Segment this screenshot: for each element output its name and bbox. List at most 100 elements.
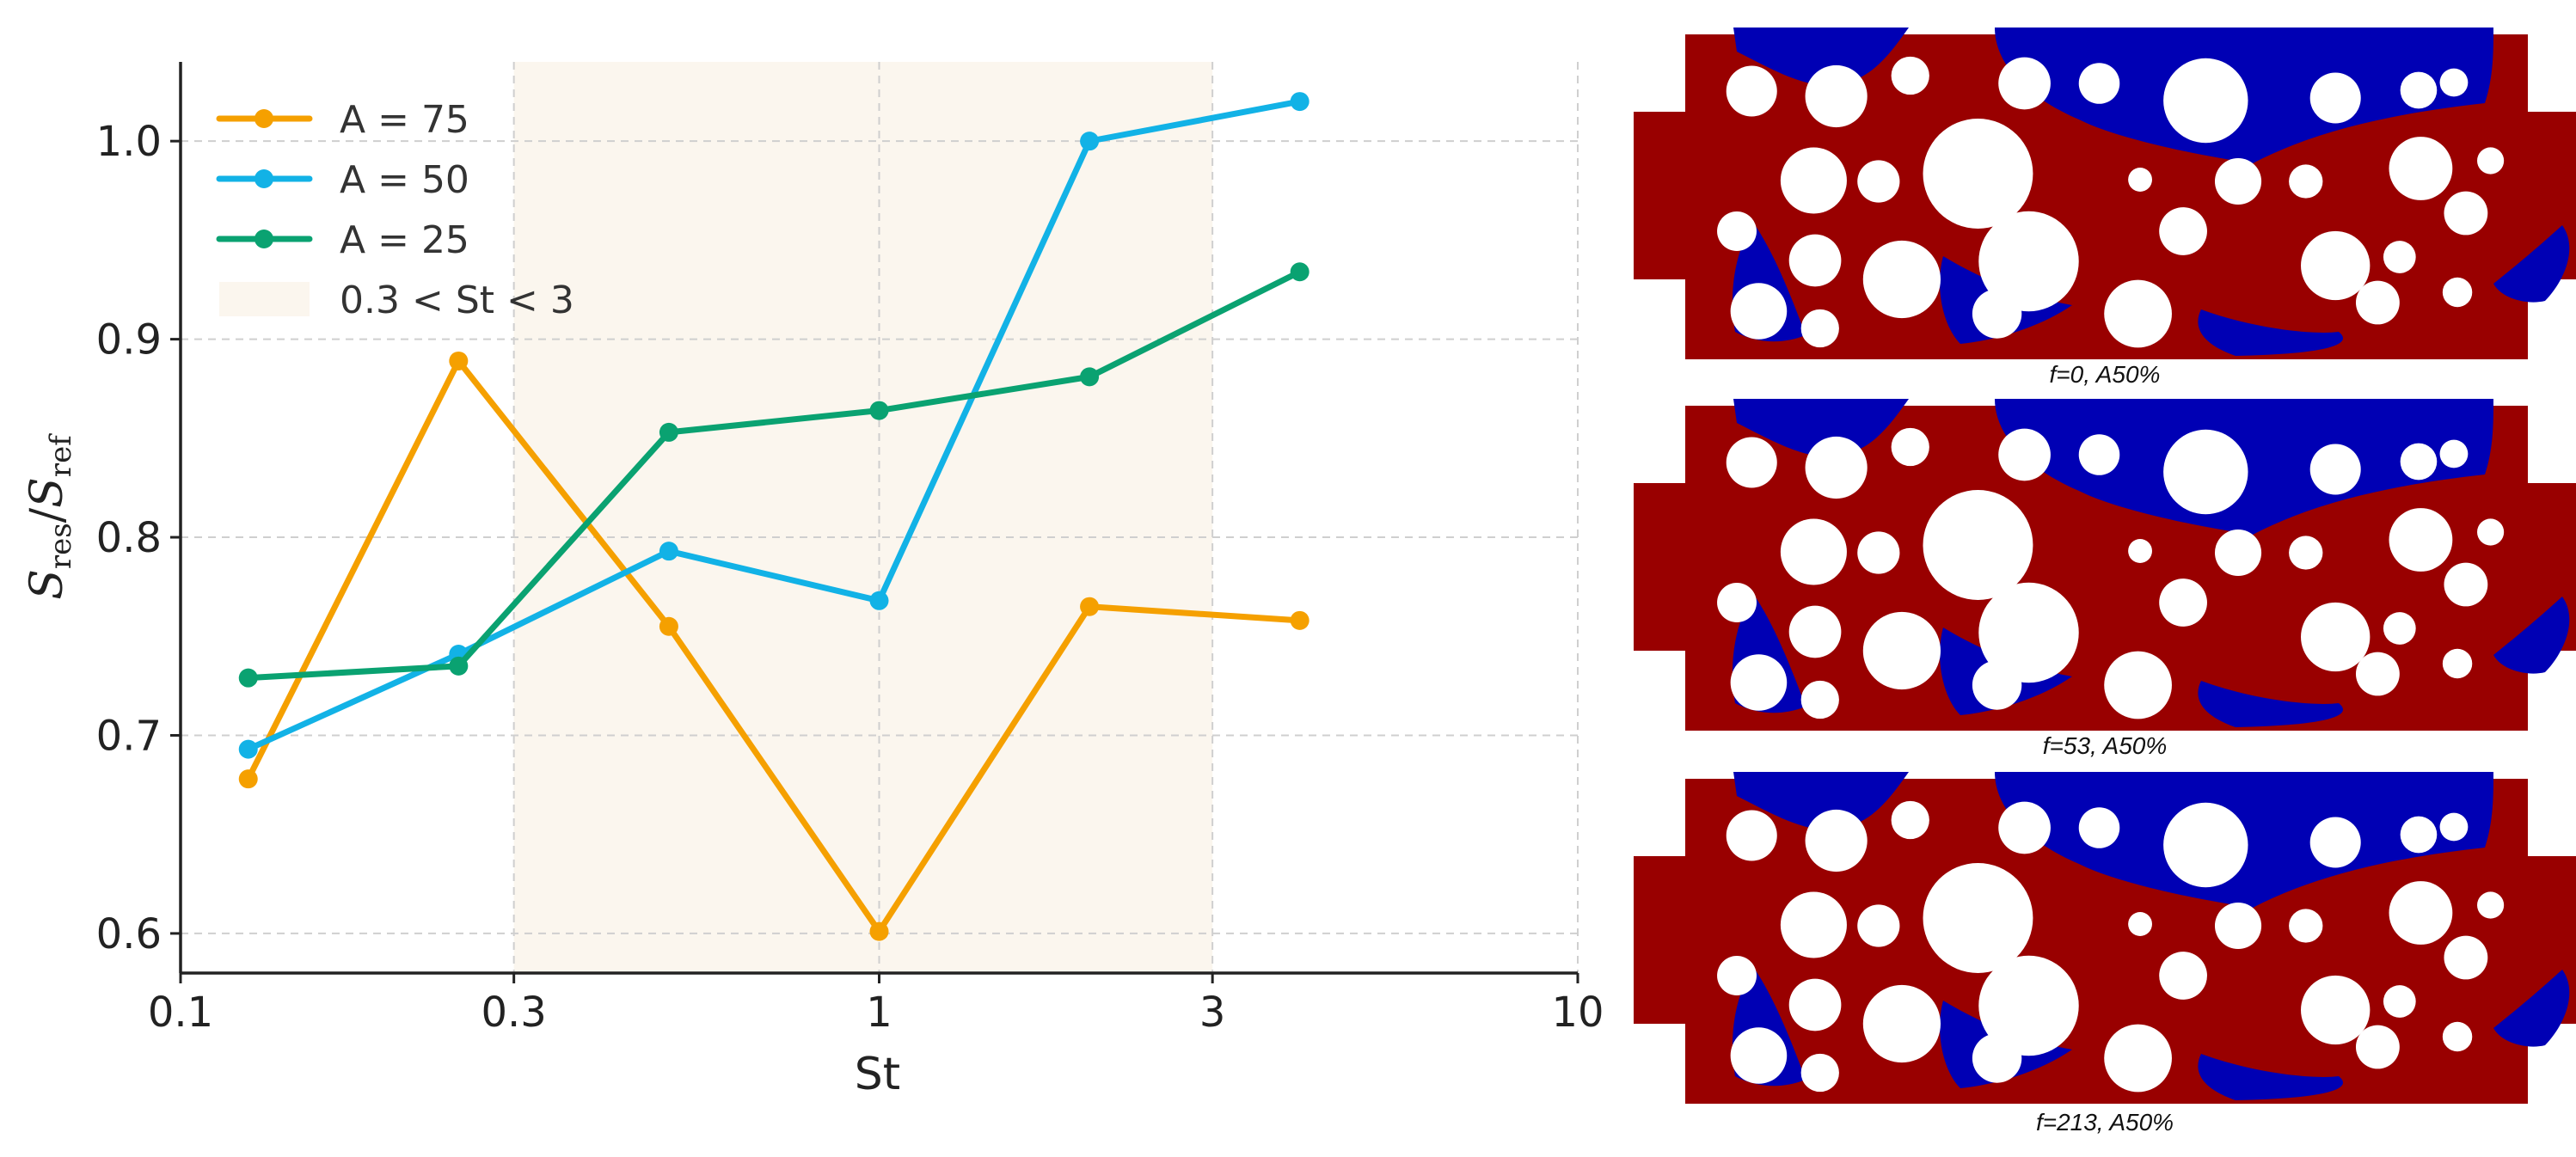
legend-label: A = 25 [340,218,469,262]
solid-grain [2383,241,2416,273]
solid-grain [2477,891,2505,919]
solid-grain [2214,902,2262,950]
x-tick-label: 1 [866,989,892,1037]
solid-grain [2128,168,2152,192]
solid-grain [1857,904,1900,947]
solid-grain [2289,536,2323,570]
y-tick-label: 0.9 [96,316,162,364]
blue-phase-region [1733,399,1909,457]
solid-grain [2439,812,2469,842]
solid-grain [2078,63,2120,104]
inlet-channel [1634,112,1687,279]
solid-grain [2163,802,2248,888]
blue-phase-region [2198,1054,2343,1100]
blue-phase-region [1733,28,1909,86]
solid-grain [1923,119,2033,229]
x-tick-label: 10 [1551,989,1604,1037]
solid-grain [2214,529,2262,577]
data-point [1080,367,1100,387]
data-point [659,422,678,442]
solid-grain [2159,207,2207,255]
solid-grain [2355,1025,2400,1069]
solid-grain [2442,648,2473,679]
solid-grain [1862,984,1941,1063]
solid-grain [2078,807,2120,848]
panel-caption-3: f=213, A50% [2035,1109,2174,1136]
solid-grain [2163,429,2248,515]
solid-grain [1857,160,1900,203]
blue-phase-region [2493,970,2570,1047]
solid-grain [2289,164,2323,199]
legend-label: 0.3 < St < 3 [340,279,574,322]
solid-grain [1862,611,1941,690]
blue-phase-region [2493,597,2570,674]
solid-grain [2444,935,2488,980]
series-line [245,268,1303,682]
solid-grain [1998,801,2051,854]
legend-label: A = 50 [340,158,469,202]
data-point [659,616,678,636]
solid-grain [1788,978,1842,1032]
solid-grain [1891,427,1929,467]
solid-grain [2301,602,2371,672]
solid-grain [2078,434,2120,475]
legend-shade-swatch [219,282,310,316]
solid-grain [2355,280,2400,325]
x-tick-label: 0.1 [148,989,213,1037]
solid-grain [2159,952,2207,1000]
solid-grain [1780,518,1847,585]
inlet-channel [1634,856,1687,1024]
solid-grain [1972,289,2022,339]
solid-grain [1780,147,1847,214]
solid-grain [1800,309,1839,348]
solid-grain [1717,956,1757,995]
solid-grain [2301,230,2371,301]
x-tick-label: 0.3 [481,989,546,1037]
solid-grain [2400,71,2438,109]
data-point [869,401,889,420]
solid-grain [1780,891,1847,958]
data-point [1080,132,1100,151]
solid-grain [2477,147,2505,174]
solid-grain [2309,444,2361,495]
data-point [238,739,258,759]
data-point [1080,597,1100,616]
solid-grain [2444,191,2488,236]
solid-grain [2444,562,2488,607]
solid-grain [2442,1021,2473,1052]
solid-grain [1923,490,2033,600]
solid-grain [1805,64,1868,128]
solid-grain [1726,810,1777,861]
data-point [238,668,258,688]
solid-grain [2400,443,2438,481]
solid-grain [2389,881,2453,945]
solid-grain [1788,605,1842,658]
solid-grain [2301,975,2371,1045]
data-point [449,351,469,370]
solid-grain [1978,211,2079,312]
blue-phase-region [2198,681,2343,727]
solid-grain [1730,283,1788,340]
solid-grain [2383,612,2416,645]
solid-grain [1862,240,1941,319]
simulation-panel-3 [1634,770,2576,1104]
solid-grain [1730,654,1788,711]
solid-grain [2439,68,2469,97]
solid-grain [1923,863,2033,973]
solid-grain [2309,72,2361,124]
solid-grain [1978,955,2079,1056]
inlet-channel [1634,483,1687,651]
blue-phase-region [2198,309,2343,356]
solid-grain [2104,279,2172,348]
solid-grain [2128,539,2152,563]
shaded-region [513,62,1213,973]
solid-grain [1730,1027,1788,1084]
solid-grain [2477,518,2505,546]
solid-grain [2355,652,2400,696]
x-axis-title: St [855,1049,900,1100]
solid-grain [1800,1053,1839,1093]
solid-grain [2104,1024,2172,1093]
solid-grain [1717,211,1757,251]
solid-grain [2400,816,2438,854]
solid-grain [2163,58,2248,144]
